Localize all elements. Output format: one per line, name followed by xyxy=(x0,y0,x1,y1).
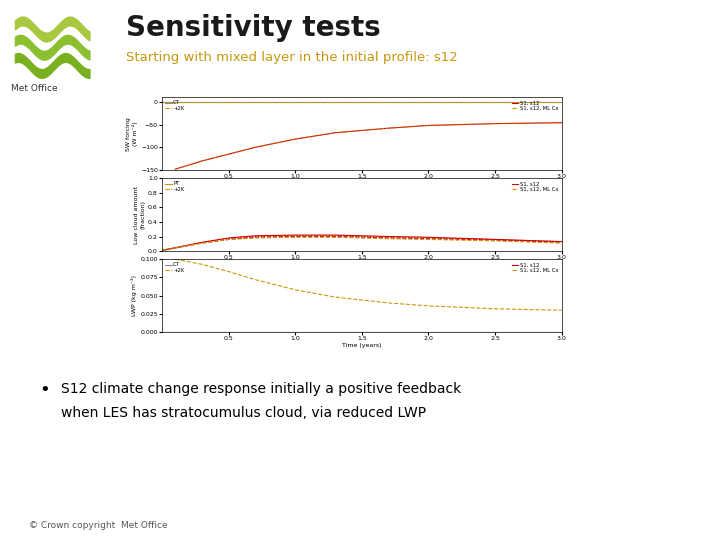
Y-axis label: SW forcing
(W m⁻²): SW forcing (W m⁻²) xyxy=(126,117,138,151)
Y-axis label: Low cloud amount
(fraction): Low cloud amount (fraction) xyxy=(135,186,145,244)
Text: •: • xyxy=(40,381,50,399)
Text: Sensitivity tests: Sensitivity tests xyxy=(126,14,381,42)
Text: when LES has stratocumulus cloud, via reduced LWP: when LES has stratocumulus cloud, via re… xyxy=(61,406,426,420)
Legend: S1, s12, S1, s12, ML Cx: S1, s12, S1, s12, ML Cx xyxy=(511,262,559,273)
X-axis label: Time (years): Time (years) xyxy=(342,343,382,348)
Legend: S1, s12, S1, s12, ML Cx: S1, s12, S1, s12, ML Cx xyxy=(511,181,559,192)
Text: S12 climate change response initially a positive feedback: S12 climate change response initially a … xyxy=(61,382,462,396)
Text: Starting with mixed layer in the initial profile: s12: Starting with mixed layer in the initial… xyxy=(126,51,458,64)
Text: Met Office: Met Office xyxy=(11,84,58,93)
X-axis label: Time (years): Time (years) xyxy=(342,262,382,267)
X-axis label: Time (years): Time (years) xyxy=(342,181,382,186)
Legend: S1, s12, S1, s12, ML Cx: S1, s12, S1, s12, ML Cx xyxy=(511,100,559,111)
Text: © Crown copyright  Met Office: © Crown copyright Met Office xyxy=(29,521,168,530)
Y-axis label: LWP (kg m⁻²): LWP (kg m⁻²) xyxy=(132,275,138,316)
